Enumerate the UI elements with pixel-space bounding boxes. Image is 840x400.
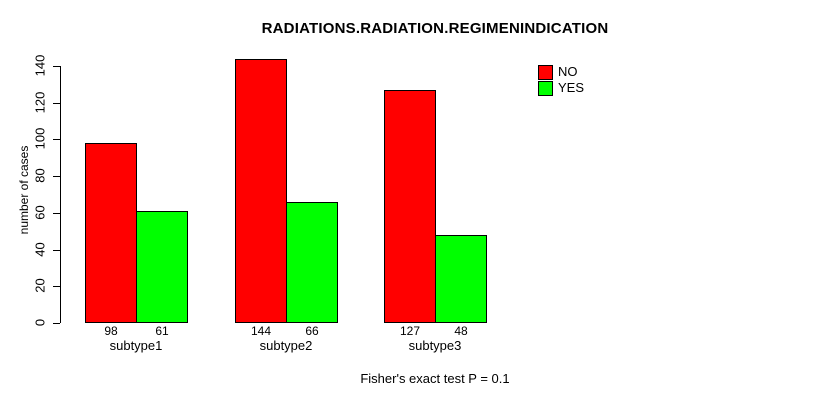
bar-value-label: 144	[250, 324, 272, 338]
bar-value-label: 66	[305, 324, 319, 338]
bar-value-label: 127	[399, 324, 421, 338]
bar-value-label: 61	[155, 324, 169, 338]
y-axis-line	[60, 66, 61, 323]
category-label-subtype3: subtype3	[408, 338, 462, 353]
y-tick-mark	[53, 323, 60, 324]
annotation-text: Fisher's exact test P = 0.1	[360, 371, 510, 386]
legend-label: YES	[558, 80, 585, 95]
y-tick-mark	[53, 139, 60, 140]
y-tick-mark	[53, 176, 60, 177]
bar-yes-subtype3	[435, 235, 487, 323]
y-tick-mark	[53, 286, 60, 287]
legend-item-no: NO	[538, 64, 578, 80]
bar-value-label: 48	[454, 324, 468, 338]
bar-no-subtype3	[384, 90, 436, 323]
bar-yes-subtype2	[286, 202, 338, 323]
legend-item-yes: YES	[538, 80, 585, 96]
legend-label: NO	[558, 64, 578, 79]
y-tick-mark	[53, 213, 60, 214]
legend-swatch-yes	[538, 80, 553, 96]
bar-no-subtype2	[235, 59, 287, 323]
legend-swatch-no	[538, 64, 553, 80]
y-tick-mark	[53, 66, 60, 67]
bar-no-subtype1	[85, 143, 137, 323]
category-label-subtype1: subtype1	[109, 338, 163, 353]
y-tick-mark	[53, 250, 60, 251]
chart-title: RADIATIONS.RADIATION.REGIMENINDICATION	[261, 20, 609, 37]
category-label-subtype2: subtype2	[259, 338, 313, 353]
bar-yes-subtype1	[136, 211, 188, 323]
y-tick-mark	[53, 103, 60, 104]
bar-value-label: 98	[104, 324, 118, 338]
